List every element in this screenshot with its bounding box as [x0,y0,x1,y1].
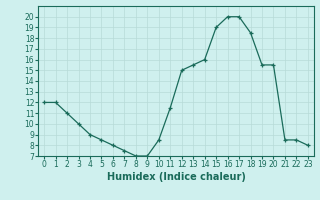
X-axis label: Humidex (Indice chaleur): Humidex (Indice chaleur) [107,172,245,182]
